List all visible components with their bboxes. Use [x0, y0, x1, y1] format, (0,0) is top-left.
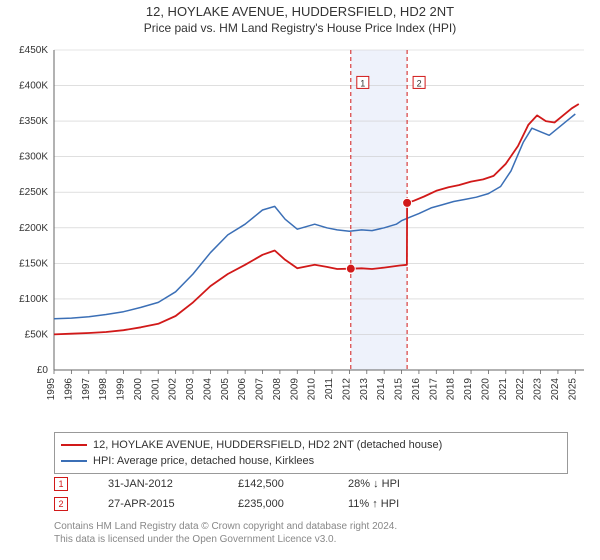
svg-text:£50K: £50K — [25, 329, 49, 340]
footer-line-1: Contains HM Land Registry data © Crown c… — [54, 520, 397, 533]
sale-date: 31-JAN-2012 — [108, 478, 198, 490]
svg-text:2021: 2021 — [498, 378, 509, 401]
price-chart: £0 £50K £100K £150K £200K £250K £300K £350K £400… — [0, 42, 600, 430]
legend-label: HPI: Average price, detached house, Kirk… — [93, 455, 314, 467]
svg-text:2016: 2016 — [411, 378, 422, 401]
svg-text:2007: 2007 — [255, 378, 266, 401]
svg-text:1996: 1996 — [63, 378, 74, 401]
svg-text:2018: 2018 — [446, 378, 457, 401]
svg-text:1998: 1998 — [98, 378, 109, 401]
svg-text:£450K: £450K — [19, 45, 48, 56]
footer-attribution: Contains HM Land Registry data © Crown c… — [54, 520, 397, 546]
legend-item: HPI: Average price, detached house, Kirk… — [61, 453, 561, 469]
svg-text:2005: 2005 — [220, 378, 231, 401]
svg-text:2022: 2022 — [515, 378, 526, 401]
legend: 12, HOYLAKE AVENUE, HUDDERSFIELD, HD2 2N… — [54, 432, 568, 474]
svg-text:1: 1 — [360, 78, 365, 88]
svg-text:2025: 2025 — [567, 378, 578, 401]
svg-text:1997: 1997 — [81, 378, 92, 401]
sale-marker: 1 — [54, 477, 68, 491]
sale-marker: 2 — [54, 497, 68, 511]
svg-text:£300K: £300K — [19, 152, 48, 163]
svg-text:£400K: £400K — [19, 81, 48, 92]
page-subtitle: Price paid vs. HM Land Registry's House … — [0, 21, 600, 35]
sale-price: £142,500 — [238, 478, 308, 490]
svg-text:2017: 2017 — [428, 378, 439, 401]
svg-text:2019: 2019 — [463, 378, 474, 401]
sales-table: 1 31-JAN-2012 £142,500 28% ↓ HPI 2 27-APR-201… — [54, 474, 428, 514]
sales-row: 1 31-JAN-2012 £142,500 28% ↓ HPI — [54, 474, 428, 494]
svg-text:2015: 2015 — [394, 378, 405, 401]
svg-text:2003: 2003 — [185, 378, 196, 401]
svg-text:2023: 2023 — [533, 378, 544, 401]
svg-text:1995: 1995 — [46, 378, 57, 401]
legend-label: 12, HOYLAKE AVENUE, HUDDERSFIELD, HD2 2N… — [93, 439, 442, 451]
sale-price: £235,000 — [238, 498, 308, 510]
svg-text:2001: 2001 — [150, 378, 161, 401]
sale-diff: 11% ↑ HPI — [348, 498, 428, 510]
legend-swatch — [61, 444, 87, 446]
svg-text:2004: 2004 — [202, 378, 213, 401]
svg-text:2014: 2014 — [376, 378, 387, 401]
svg-text:2024: 2024 — [550, 378, 561, 401]
svg-text:£250K: £250K — [19, 187, 48, 198]
svg-text:2011: 2011 — [324, 378, 335, 400]
svg-text:2020: 2020 — [480, 378, 491, 401]
svg-text:£350K: £350K — [19, 116, 48, 127]
svg-text:2012: 2012 — [341, 378, 352, 401]
svg-text:2002: 2002 — [168, 378, 179, 401]
svg-text:£0: £0 — [37, 365, 49, 376]
svg-text:2: 2 — [417, 78, 422, 88]
svg-text:2009: 2009 — [289, 378, 300, 401]
svg-text:1999: 1999 — [116, 378, 127, 401]
svg-text:£150K: £150K — [19, 258, 48, 269]
legend-swatch — [61, 460, 87, 462]
svg-text:2006: 2006 — [237, 378, 248, 401]
sale-diff: 28% ↓ HPI — [348, 478, 428, 490]
sales-row: 2 27-APR-2015 £235,000 11% ↑ HPI — [54, 494, 428, 514]
page-title: 12, HOYLAKE AVENUE, HUDDERSFIELD, HD2 2N… — [0, 4, 600, 19]
svg-text:£200K: £200K — [19, 223, 48, 234]
svg-text:2000: 2000 — [133, 378, 144, 401]
sale-date: 27-APR-2015 — [108, 498, 198, 510]
svg-text:£100K: £100K — [19, 294, 48, 305]
legend-item: 12, HOYLAKE AVENUE, HUDDERSFIELD, HD2 2N… — [61, 437, 561, 453]
svg-text:2010: 2010 — [307, 378, 318, 401]
svg-text:2013: 2013 — [359, 378, 370, 401]
footer-line-2: This data is licensed under the Open Gov… — [54, 533, 397, 546]
svg-text:2008: 2008 — [272, 378, 283, 401]
